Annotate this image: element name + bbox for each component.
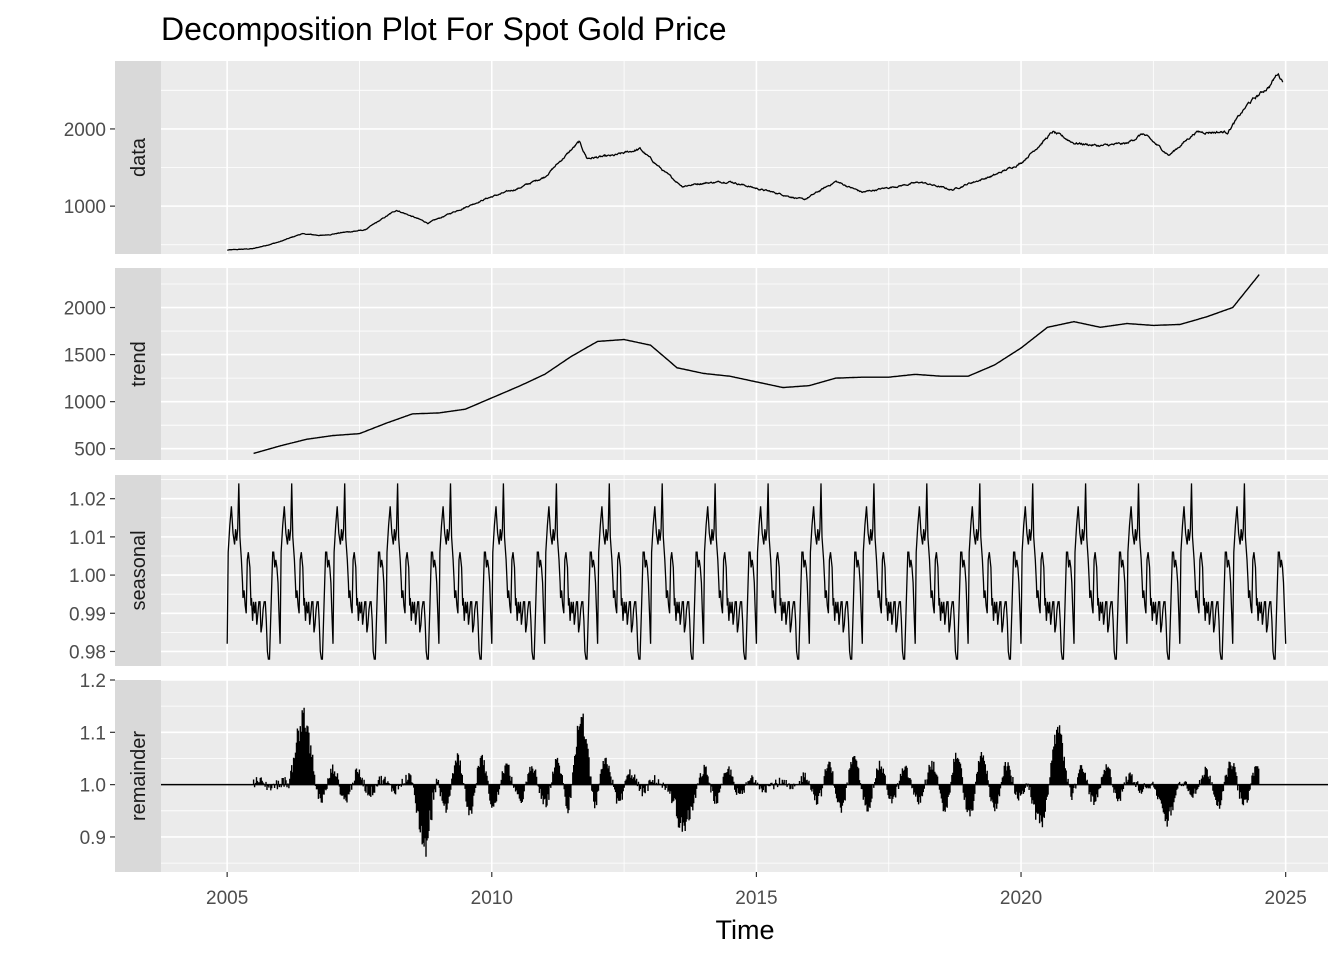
y-tick-label: 0.98	[69, 642, 106, 663]
panel-bg-trend	[161, 268, 1328, 460]
y-tick-label: 0.9	[80, 828, 106, 849]
y-tick-label: 1.1	[80, 723, 106, 744]
y-tick-label: 1000	[64, 197, 106, 218]
x-tick-label: 2005	[206, 888, 248, 909]
panel-trend: trend 500 1000 1500 2000	[64, 268, 1328, 461]
chart-title: Decomposition Plot For Spot Gold Price	[161, 11, 727, 47]
y-tick-label: 500	[74, 440, 106, 461]
y-tick-label: 2000	[64, 120, 106, 141]
y-tick-label: 1.01	[69, 528, 106, 549]
y-tick-label: 1500	[64, 346, 106, 367]
y-axis-trend: 500 1000 1500 2000	[64, 299, 115, 461]
gridlines-data	[161, 61, 1328, 254]
panel-data: data 1000 2000	[64, 61, 1328, 254]
series-remainder	[161, 707, 1328, 857]
y-tick-label: 2000	[64, 299, 106, 320]
series-data	[227, 72, 1284, 251]
remainder-bars	[252, 707, 1260, 857]
panel-seasonal: seasonal 0.98 0.99 1.00 1.01 1.02	[69, 475, 1328, 666]
panel-bg-data	[161, 61, 1328, 254]
facet-panels: data 1000 2000 trend 500 1000 1500 2000 seasonal…	[64, 61, 1328, 872]
strip-label-remainder: remainder	[128, 731, 150, 821]
y-axis-seasonal: 0.98 0.99 1.00 1.01 1.02	[69, 490, 115, 663]
strip-label-trend: trend	[128, 341, 150, 387]
x-tick-label: 2015	[735, 888, 777, 909]
y-tick-label: 0.99	[69, 604, 106, 625]
strip-seasonal	[115, 475, 161, 666]
strip-data	[115, 61, 161, 254]
y-axis-data: 1000 2000	[64, 120, 115, 218]
gridlines-trend	[161, 268, 1328, 460]
x-tick-label: 2010	[471, 888, 513, 909]
x-tick-label: 2020	[1000, 888, 1042, 909]
y-tick-label: 1.0	[80, 776, 106, 797]
y-tick-label: 1.00	[69, 566, 106, 587]
seasonal-line	[226, 483, 1287, 660]
strip-remainder	[115, 680, 161, 872]
series-trend	[253, 274, 1260, 455]
data-line	[227, 72, 1284, 251]
trend-line	[253, 274, 1260, 455]
y-tick-label: 1000	[64, 393, 106, 414]
y-tick-label: 1.02	[69, 490, 106, 511]
x-tick-label: 2025	[1265, 888, 1307, 909]
y-axis-remainder: 0.9 1.0 1.1 1.2	[80, 671, 115, 849]
x-axis-title: Time	[716, 915, 775, 945]
series-seasonal	[226, 483, 1287, 660]
y-tick-label: 1.2	[80, 671, 106, 692]
strip-label-data: data	[128, 137, 150, 177]
panel-remainder: remainder 0.9 1.0 1.1 1.2	[80, 671, 1328, 872]
strip-label-seasonal: seasonal	[128, 530, 150, 610]
strip-trend	[115, 268, 161, 460]
x-axis: 2005 2010 2015 2020 2025	[206, 872, 1307, 909]
